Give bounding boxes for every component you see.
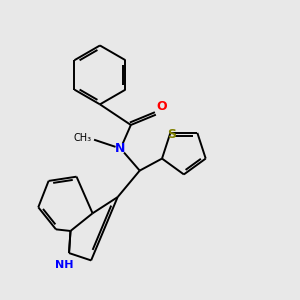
Text: S: S — [167, 128, 176, 141]
Text: CH₃: CH₃ — [74, 133, 92, 143]
Text: NH: NH — [56, 260, 74, 269]
Text: O: O — [157, 100, 167, 113]
Text: N: N — [116, 142, 126, 155]
